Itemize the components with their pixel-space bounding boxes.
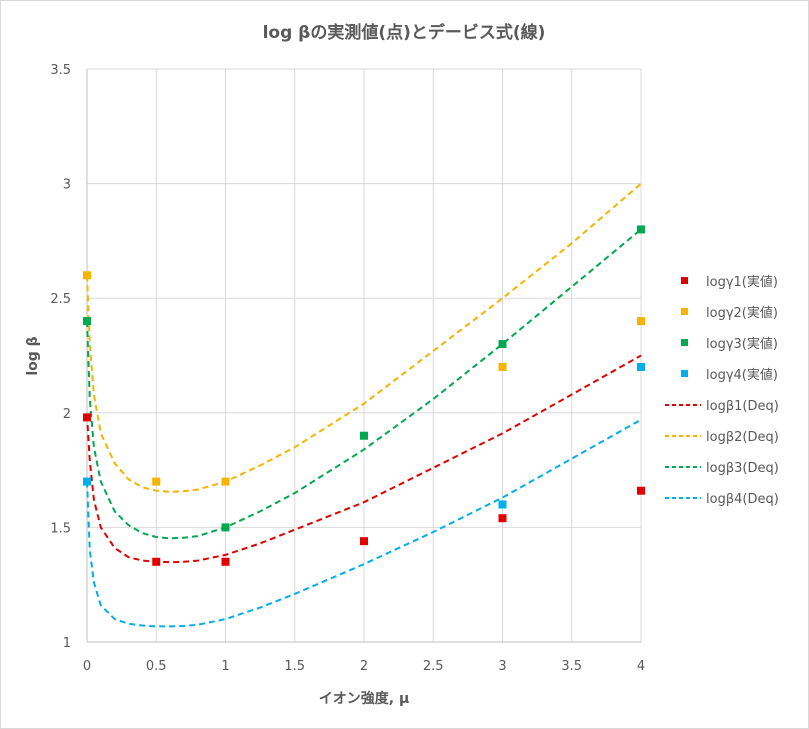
data-point-series-1 [221, 557, 230, 566]
legend-label: logβ1(Deq) [706, 399, 779, 414]
legend-label: logγ1(実値) [706, 274, 778, 290]
data-point-series-3 [498, 340, 507, 349]
y-tick-label: 3 [63, 178, 71, 193]
series-line-4 [86, 418, 642, 628]
x-tick-label: 2.5 [423, 659, 444, 674]
series-line-1 [86, 354, 642, 564]
y-tick-label: 1 [63, 636, 71, 651]
data-point-series-1 [498, 514, 507, 523]
data-point-series-1 [83, 413, 91, 422]
x-tick-label: 4 [637, 659, 645, 674]
data-point-series-3 [637, 225, 645, 234]
data-point-series-4 [498, 500, 507, 509]
data-point-series-3 [83, 317, 91, 326]
data-point-series-4 [83, 477, 91, 486]
legend-label: logβ3(Deq) [706, 461, 779, 476]
y-tick-label: 1.5 [50, 521, 71, 536]
data-point-series-3 [221, 523, 230, 532]
data-point-series-2 [83, 271, 91, 280]
legend-label: logγ4(実値) [706, 367, 778, 383]
data-point-series-2 [152, 477, 161, 486]
x-tick-label: 0.5 [146, 659, 167, 674]
legend-marker [681, 339, 688, 346]
legend-marker [681, 370, 688, 377]
data-point-series-2 [637, 317, 645, 326]
legend-label: logβ4(Deq) [706, 492, 779, 507]
y-tick-label: 2 [63, 407, 71, 422]
data-point-series-3 [360, 431, 368, 440]
y-tick-label: 2.5 [50, 292, 71, 307]
x-tick-label: 3 [498, 659, 506, 674]
data-point-series-2 [221, 477, 230, 486]
data-point-series-1 [360, 537, 368, 546]
y-tick-label: 3.5 [50, 63, 71, 78]
y-axis-title: log β [25, 336, 41, 375]
legend-marker [681, 308, 688, 315]
series-line-2 [86, 182, 642, 493]
x-tick-label: 2 [360, 659, 368, 674]
legend-label: logβ2(Deq) [706, 430, 779, 445]
x-axis-title: イオン強度, μ [319, 690, 410, 707]
x-tick-label: 1 [221, 659, 229, 674]
legend-label: logγ3(実値) [706, 336, 778, 352]
series-line-3 [86, 228, 642, 540]
data-point-series-2 [498, 362, 507, 371]
legend-marker [681, 277, 688, 284]
x-tick-label: 3.5 [561, 659, 582, 674]
data-point-series-4 [637, 362, 645, 371]
x-tick-label: 1.5 [284, 659, 305, 674]
legend-label: logγ2(実値) [706, 305, 778, 321]
data-point-series-1 [637, 486, 645, 495]
chart-title: log βの実測値(点)とデービス式(線) [263, 22, 546, 43]
data-point-series-1 [152, 557, 161, 566]
x-tick-label: 0 [83, 659, 91, 674]
